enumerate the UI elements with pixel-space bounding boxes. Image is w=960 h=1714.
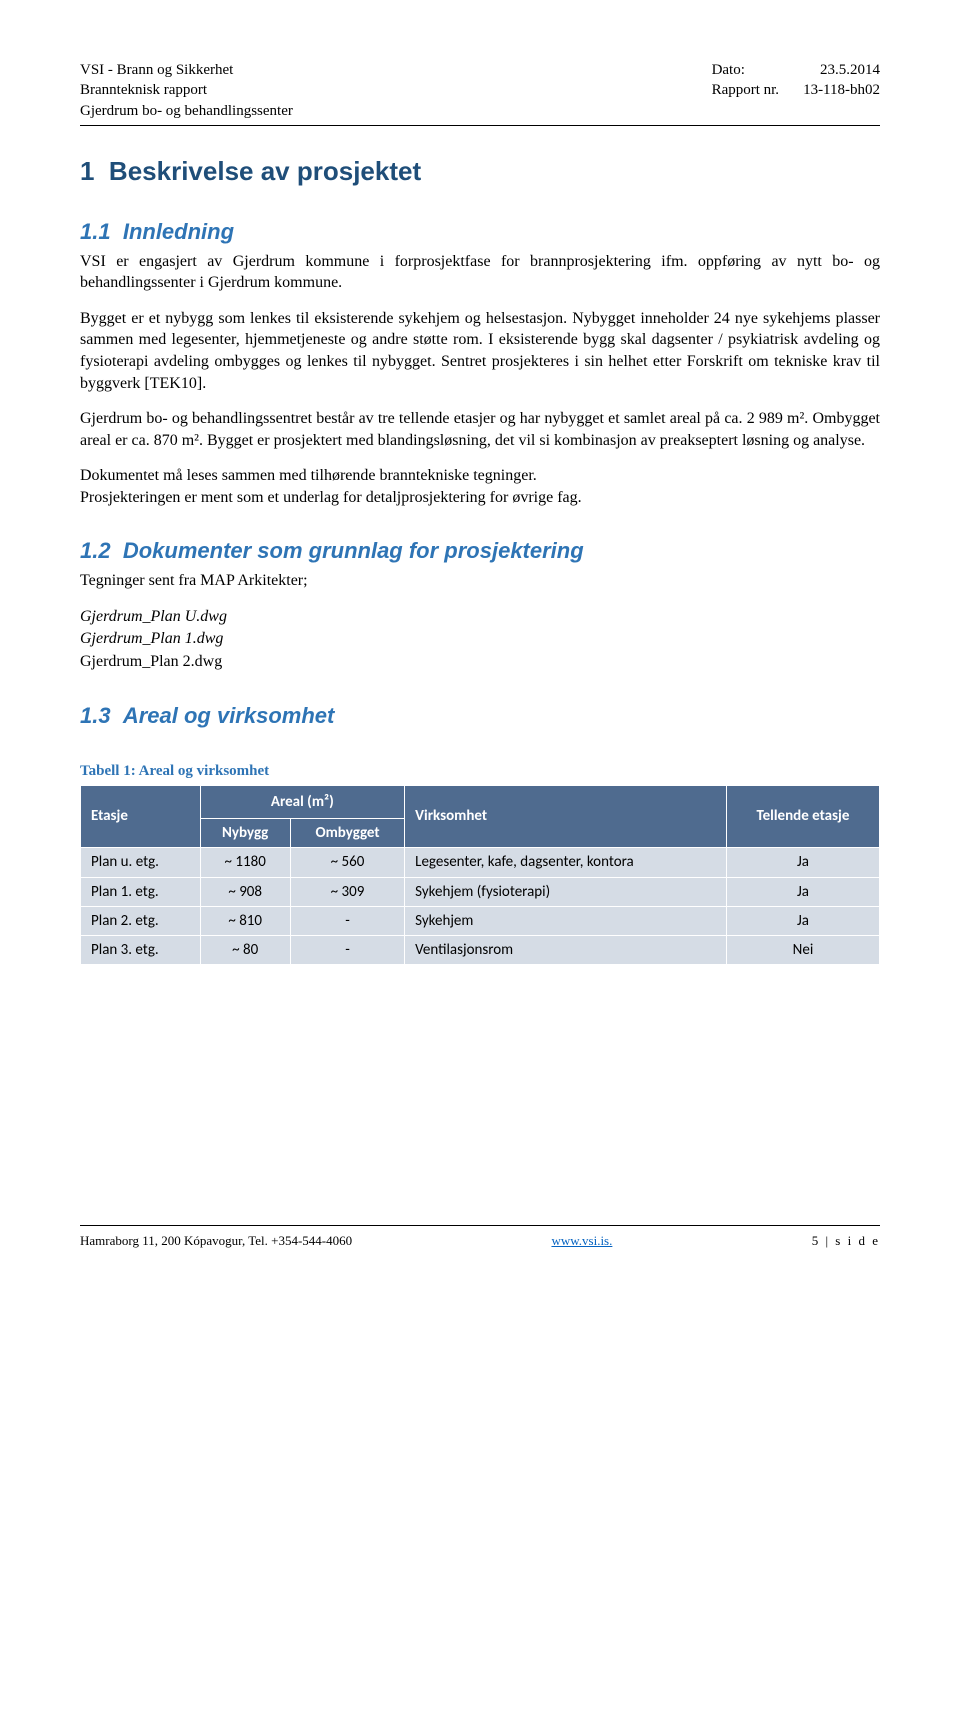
cell-ombygget: ~ 560 [290, 848, 404, 877]
cell-ombygget: - [290, 936, 404, 965]
cell-nybygg: ~ 1180 [200, 848, 290, 877]
file-item: Gjerdrum_Plan U.dwg [80, 606, 880, 628]
col-tellende: Tellende etasje [726, 785, 879, 848]
page-footer: Hamraborg 11, 200 Kópavogur, Tel. +354-5… [80, 1225, 880, 1250]
header-project: Gjerdrum bo- og behandlingssenter [80, 101, 293, 121]
cell-etasje: Plan 3. etg. [81, 936, 201, 965]
table-header-row: Etasje Areal (m²) Virksomhet Tellende et… [81, 785, 880, 818]
footer-page: 5 | s i d e [812, 1232, 880, 1250]
section-1-1-heading: 1.1 Innledning [80, 217, 880, 247]
col-virksomhet: Virksomhet [405, 785, 727, 848]
section-1-2-heading: 1.2 Dokumenter som grunnlag for prosjekt… [80, 536, 880, 566]
header-report-type: Brannteknisk rapport [80, 80, 293, 100]
cell-virksomhet: Ventilasjonsrom [405, 936, 727, 965]
areal-table: Etasje Areal (m²) Virksomhet Tellende et… [80, 785, 880, 966]
table-caption: Tabell 1: Areal og virksomhet [80, 761, 880, 781]
header-company: VSI - Brann og Sikkerhet [80, 60, 293, 80]
paragraph: Prosjekteringen er ment som et underlag … [80, 487, 880, 509]
cell-ombygget: - [290, 906, 404, 935]
cell-etasje: Plan 2. etg. [81, 906, 201, 935]
cell-tellende: Ja [726, 848, 879, 877]
table-row: Plan 3. etg. ~ 80 - Ventilasjonsrom Nei [81, 936, 880, 965]
cell-nybygg: ~ 908 [200, 877, 290, 906]
cell-etasje: Plan 1. etg. [81, 877, 201, 906]
header-divider [80, 125, 880, 126]
cell-ombygget: ~ 309 [290, 877, 404, 906]
paragraph: Gjerdrum bo- og behandlingssentret bestå… [80, 408, 880, 451]
table-row: Plan 1. etg. ~ 908 ~ 309 Sykehjem (fysio… [81, 877, 880, 906]
cell-tellende: Ja [726, 906, 879, 935]
header-date-label: Dato: [712, 60, 769, 80]
col-etasje: Etasje [81, 785, 201, 848]
cell-virksomhet: Legesenter, kafe, dagsenter, kontora [405, 848, 727, 877]
sub-nybygg: Nybygg [200, 819, 290, 848]
sub-ombygget: Ombygget [290, 819, 404, 848]
file-item: Gjerdrum_Plan 2.dwg [80, 651, 880, 673]
cell-virksomhet: Sykehjem (fysioterapi) [405, 877, 727, 906]
footer-address: Hamraborg 11, 200 Kópavogur, Tel. +354-5… [80, 1232, 352, 1250]
file-item: Gjerdrum_Plan 1.dwg [80, 628, 880, 650]
col-areal: Areal (m²) [200, 785, 405, 818]
cell-tellende: Ja [726, 877, 879, 906]
header-date-value: 23.5.2014 [820, 60, 880, 80]
section-1-heading: 1 Beskrivelse av prosjektet [80, 154, 880, 189]
cell-etasje: Plan u. etg. [81, 848, 201, 877]
section-1-3-heading: 1.3 Areal og virksomhet [80, 701, 880, 731]
cell-virksomhet: Sykehjem [405, 906, 727, 935]
page-header: VSI - Brann og Sikkerhet Brannteknisk ra… [80, 60, 880, 126]
table-row: Plan 2. etg. ~ 810 - Sykehjem Ja [81, 906, 880, 935]
paragraph: VSI er engasjert av Gjerdrum kommune i f… [80, 251, 880, 294]
cell-nybygg: ~ 810 [200, 906, 290, 935]
file-list: Gjerdrum_Plan U.dwg Gjerdrum_Plan 1.dwg … [80, 606, 880, 673]
cell-tellende: Nei [726, 936, 879, 965]
paragraph: Dokumentet må leses sammen med tilhørend… [80, 465, 880, 487]
cell-nybygg: ~ 80 [200, 936, 290, 965]
table-row: Plan u. etg. ~ 1180 ~ 560 Legesenter, ka… [81, 848, 880, 877]
header-report-label: Rapport nr. [712, 80, 804, 100]
paragraph: Tegninger sent fra MAP Arkitekter; [80, 570, 880, 592]
paragraph: Bygget er et nybygg som lenkes til eksis… [80, 308, 880, 394]
footer-url[interactable]: www.vsi.is. [551, 1232, 612, 1250]
header-report-value: 13-118-bh02 [803, 80, 880, 100]
